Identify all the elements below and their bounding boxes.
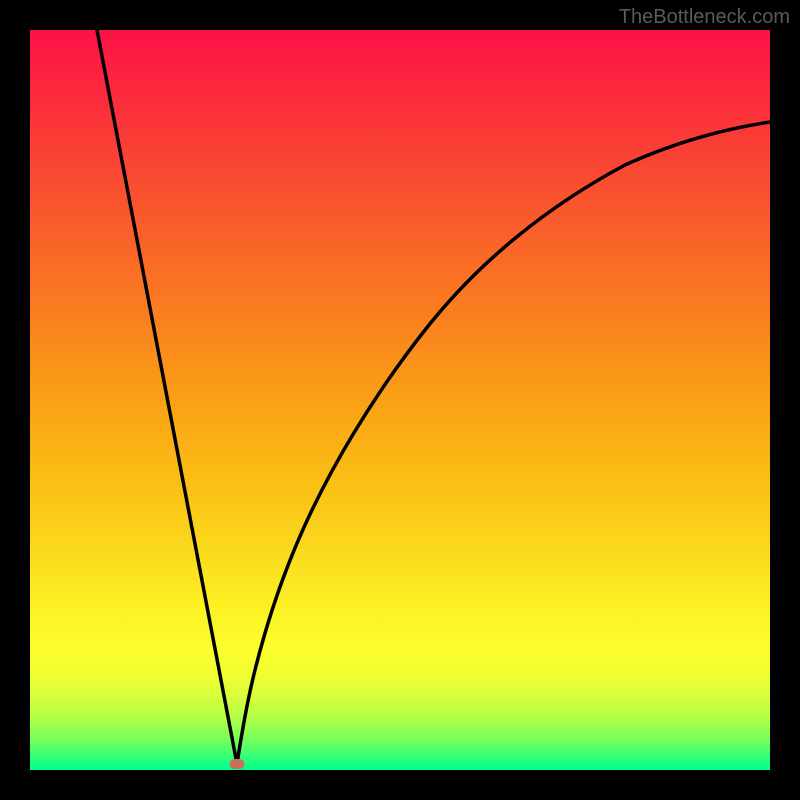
watermark-label: TheBottleneck.com	[619, 6, 790, 29]
chart-svg	[0, 0, 800, 800]
bottleneck-chart	[0, 0, 800, 800]
vertex-marker	[230, 759, 245, 769]
